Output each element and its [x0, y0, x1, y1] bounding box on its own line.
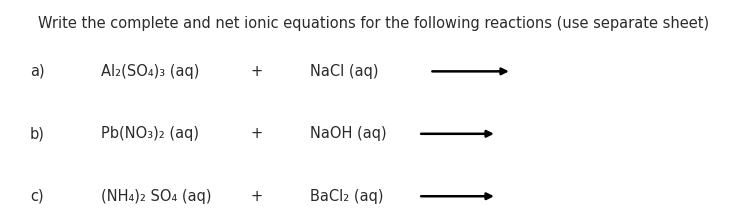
- Text: Al₂(SO₄)₃ (aq): Al₂(SO₄)₃ (aq): [101, 64, 199, 79]
- Text: c): c): [30, 189, 43, 204]
- Text: +: +: [250, 189, 262, 204]
- Text: a): a): [30, 64, 45, 79]
- Text: NaOH (aq): NaOH (aq): [310, 126, 387, 141]
- Text: Pb(NO₃)₂ (aq): Pb(NO₃)₂ (aq): [101, 126, 199, 141]
- Text: +: +: [250, 64, 262, 79]
- Text: +: +: [250, 126, 262, 141]
- Text: b): b): [30, 126, 45, 141]
- Text: BaCl₂ (aq): BaCl₂ (aq): [310, 189, 383, 204]
- Text: Write the complete and net ionic equations for the following reactions (use sepa: Write the complete and net ionic equatio…: [38, 16, 709, 31]
- Text: NaCl (aq): NaCl (aq): [310, 64, 379, 79]
- Text: (NH₄)₂ SO₄ (aq): (NH₄)₂ SO₄ (aq): [101, 189, 211, 204]
